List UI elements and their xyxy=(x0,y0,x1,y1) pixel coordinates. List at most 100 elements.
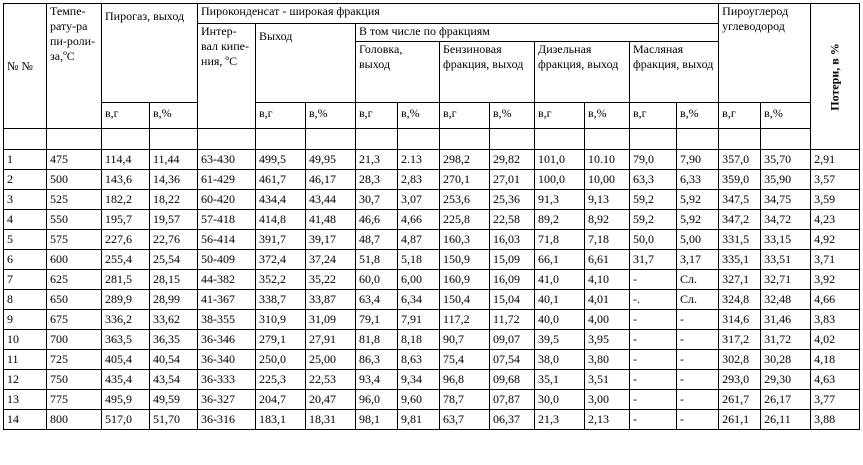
table-cell: 250,0 xyxy=(255,349,307,370)
table-cell: 117,2 xyxy=(439,309,491,330)
unit-pct: в,% xyxy=(489,102,536,129)
table-cell: 18,31 xyxy=(305,409,357,430)
table-cell: 4,63 xyxy=(810,369,861,390)
header-losses: Потери, в % xyxy=(810,3,861,150)
table-cell: 2 xyxy=(3,169,47,190)
table-cell: 3,59 xyxy=(810,189,861,210)
table-cell: 3 xyxy=(3,189,47,210)
table-cell: 35,90 xyxy=(760,169,812,190)
table-cell: 363,5 xyxy=(101,329,150,350)
table-cell: 59,2 xyxy=(629,189,678,210)
table-cell: 3,83 xyxy=(810,309,861,330)
header-fractions: В том числе по фракциям xyxy=(355,23,720,42)
table-cell: 5 xyxy=(3,229,47,250)
unit-pct: в,% xyxy=(676,102,720,129)
table-cell: - xyxy=(676,349,720,370)
table-cell: 75,4 xyxy=(439,349,491,370)
table-cell: 4,18 xyxy=(810,349,861,370)
table-cell: 347,5 xyxy=(718,189,762,210)
table-cell: 298,2 xyxy=(439,149,491,170)
table-cell: - xyxy=(629,409,678,430)
table-cell: 550 xyxy=(46,209,102,230)
table-cell: 63,3 xyxy=(629,169,678,190)
table-cell: 34,72 xyxy=(760,209,812,230)
table-cell: 44-382 xyxy=(197,269,257,290)
table-cell: 22,76 xyxy=(148,229,199,250)
table-cell: 79,1 xyxy=(355,309,399,330)
table-cell: 8,63 xyxy=(397,349,441,370)
table-cell: 35,22 xyxy=(305,269,357,290)
table-cell: 63,4 xyxy=(355,289,399,310)
table-row: 9 675 336,2 33,62 38-355 310,9 31,09 79,1 7,91 11… xyxy=(3,309,861,330)
table-cell: - xyxy=(629,309,678,330)
table-cell: 49,95 xyxy=(305,149,357,170)
table-cell: 3,88 xyxy=(810,409,861,430)
table-cell: 5,92 xyxy=(676,209,720,230)
table-cell: 5,92 xyxy=(676,189,720,210)
table-cell: 13 xyxy=(3,389,47,410)
table-cell: 182,2 xyxy=(101,189,150,210)
table-cell: 25,36 xyxy=(489,189,536,210)
table-cell: 27,01 xyxy=(489,169,536,190)
table-cell: 43,54 xyxy=(148,369,199,390)
table-cell: 495,9 xyxy=(101,389,150,410)
table-cell: 4,87 xyxy=(397,229,441,250)
unit-pct: в,% xyxy=(760,102,812,129)
table-cell: 48,7 xyxy=(355,229,399,250)
pyrolysis-results-table: № № Темпе-рату-ра пи-роли-за,ºС Пирогаз,… xyxy=(3,3,861,430)
table-row: 12 750 435,4 43,54 36-333 225,3 22,53 93,4 9,34 9… xyxy=(3,369,861,390)
table-cell: 32,71 xyxy=(760,269,812,290)
table-cell: 6,34 xyxy=(397,289,441,310)
table-cell: 28,99 xyxy=(148,289,199,310)
table-cell: 28,15 xyxy=(148,269,199,290)
header-pyrocondensate: Пироконденсат - широкая фракция xyxy=(197,3,720,24)
table-cell: 327,1 xyxy=(718,269,762,290)
table-cell: 183,1 xyxy=(255,409,307,430)
table-cell: 261,1 xyxy=(718,409,762,430)
table-cell: 2,13 xyxy=(584,409,631,430)
header-oil-fraction: Масляная фракция, выход xyxy=(629,41,720,103)
table-cell: 517,0 xyxy=(101,409,150,430)
table-cell: 7 xyxy=(3,269,47,290)
table-cell: 36-333 xyxy=(197,369,257,390)
table-cell: 38-355 xyxy=(197,309,257,330)
table-cell: 204,7 xyxy=(255,389,307,410)
table-cell: - xyxy=(676,409,720,430)
table-cell: 100,0 xyxy=(534,169,586,190)
table-cell: 78,7 xyxy=(439,389,491,410)
table-cell: 8,92 xyxy=(584,209,631,230)
header-head-fraction: Головка, выход xyxy=(355,41,441,103)
table-cell: 461,7 xyxy=(255,169,307,190)
table-cell: - xyxy=(676,309,720,330)
table-cell: 414,8 xyxy=(255,209,307,230)
losses-label: Потери, в % xyxy=(827,42,842,111)
table-cell: 14 xyxy=(3,409,47,430)
table-cell: 1 xyxy=(3,149,47,170)
table-cell: 114,4 xyxy=(101,149,150,170)
table-cell: 225,8 xyxy=(439,209,491,230)
table-cell: 800 xyxy=(46,409,102,430)
table-cell: 41,0 xyxy=(534,269,586,290)
table-cell: 3,51 xyxy=(584,369,631,390)
table-cell: 475 xyxy=(46,149,102,170)
table-cell: 90,7 xyxy=(439,329,491,350)
table-cell: 4 xyxy=(3,209,47,230)
table-cell: 66,1 xyxy=(534,249,586,270)
table-cell: 40,54 xyxy=(148,349,199,370)
table-cell: 22,53 xyxy=(305,369,357,390)
table-cell: 372,4 xyxy=(255,249,307,270)
table-cell: 2,83 xyxy=(397,169,441,190)
table-cell: 31,46 xyxy=(760,309,812,330)
table-cell: 338,7 xyxy=(255,289,307,310)
table-cell: 56-414 xyxy=(197,229,257,250)
table-cell: 96,8 xyxy=(439,369,491,390)
table-cell: 46,17 xyxy=(305,169,357,190)
table-cell: 63,7 xyxy=(439,409,491,430)
table-cell: 07,87 xyxy=(489,389,536,410)
table-cell: 434,4 xyxy=(255,189,307,210)
table-cell: 27,91 xyxy=(305,329,357,350)
table-cell: 405,4 xyxy=(101,349,150,370)
table-cell: 41,48 xyxy=(305,209,357,230)
header-number: № № xyxy=(3,3,47,129)
table-cell: 357,0 xyxy=(718,149,762,170)
